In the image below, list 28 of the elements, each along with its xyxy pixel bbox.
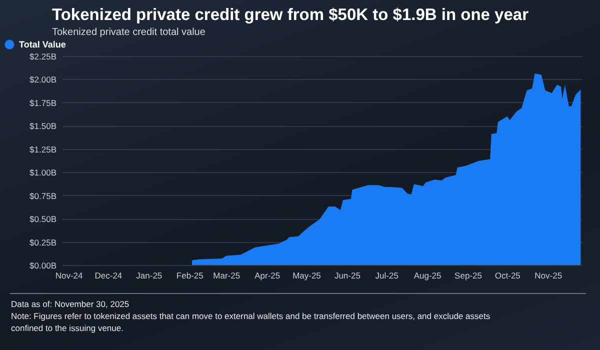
text: Note: Figures refer to tokenized assets that can move to external wallets and be transferred between users, and exclude assets confined to the issuing venue. [11, 310, 491, 334]
x-tick-label: Jun-25 [334, 270, 361, 280]
y-tick-label: $0.25B [30, 237, 57, 248]
y-tick-label: $1.50B [30, 121, 57, 132]
x-tick-label: Feb-25 [176, 270, 204, 280]
y-tick-label: $1.75B [30, 98, 57, 108]
x-tick-label: Nov-25 [534, 270, 562, 280]
y-tick-label: $0.50B [30, 214, 57, 224]
text: Data as of: November 30, 2025 [11, 298, 130, 310]
y-tick-label: $0.00B [30, 260, 57, 270]
x-tick-label: Nov-24 [55, 270, 84, 280]
y-tick-label: $2.25B [30, 52, 57, 62]
y-tick-label: $0.75B [30, 190, 57, 201]
y-tick-label: $2.00B [30, 74, 57, 85]
y-tick-label: $1.25B [30, 144, 57, 154]
chart-title: Tokenized private credit grew from $50K to $1.9B in one year [52, 6, 529, 25]
x-tick-label: May-25 [292, 270, 322, 280]
x-tick-label: Apr-25 [254, 270, 280, 280]
chart-subtitle: Tokenized private credit total value [52, 27, 206, 38]
x-tick-label: Jan-25 [136, 270, 162, 280]
x-tick-label: Aug-25 [414, 270, 442, 280]
x-tick-label: Sep-25 [454, 270, 482, 280]
x-tick-label: Mar-25 [213, 270, 240, 280]
y-tick-label: $1.00B [30, 168, 57, 178]
legend-label: Total Value [19, 40, 66, 50]
x-tick-label: Dec-24 [94, 270, 122, 280]
x-tick-label: Oct-25 [494, 270, 521, 280]
x-tick-label: Jul-25 [375, 270, 399, 280]
